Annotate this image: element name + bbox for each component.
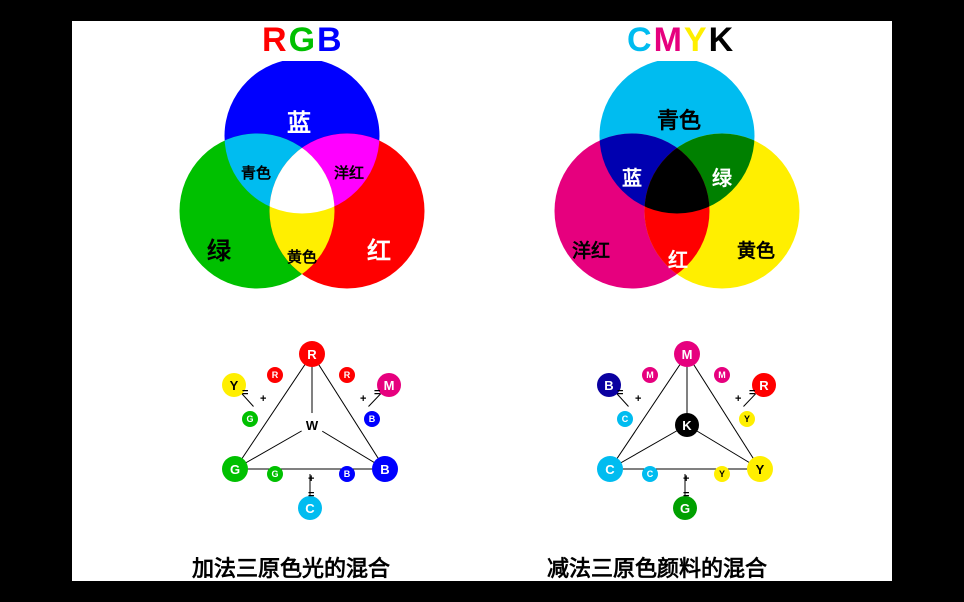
plus-symbol: +: [360, 393, 366, 405]
venn-label-tr: 洋红: [334, 162, 364, 183]
equals-symbol: =: [242, 387, 248, 399]
venn-label-tl: 蓝: [622, 162, 642, 191]
title-letter: R: [262, 21, 289, 60]
infographic-canvas: RGB CMYK 蓝绿红青色洋红黄色 青色洋红黄色蓝绿红 RRGBGBWRGBY…: [72, 21, 892, 581]
node-m: M: [714, 367, 730, 383]
cmyk-venn: 青色洋红 黄色 蓝 绿红: [542, 61, 822, 321]
node-y: Y: [739, 411, 755, 427]
node-c: C: [597, 456, 623, 482]
plus-symbol: +: [683, 473, 689, 485]
venn-label-bottom: 黄色: [287, 246, 317, 267]
node-w: W: [300, 413, 324, 437]
venn-label-tr: 绿: [712, 162, 732, 191]
node-r: R: [299, 341, 325, 367]
node-r: R: [339, 367, 355, 383]
title-letter: G: [289, 21, 317, 60]
venn-svg: [167, 61, 447, 321]
equals-symbol: =: [308, 489, 314, 501]
cmyk-triangle: MMCYCYKMCYBRG+++===: [587, 341, 787, 526]
plus-symbol: +: [635, 393, 641, 405]
node-y: Y: [747, 456, 773, 482]
equals-symbol: =: [749, 387, 755, 399]
node-m: M: [642, 367, 658, 383]
node-b: B: [339, 466, 355, 482]
rgb-title: RGB: [262, 21, 344, 60]
venn-label-right: 黄色: [737, 236, 775, 263]
node-b: B: [372, 456, 398, 482]
equals-symbol: =: [617, 387, 623, 399]
node-g: G: [222, 456, 248, 482]
node-b: B: [364, 411, 380, 427]
plus-symbol: +: [308, 473, 314, 485]
rgb-venn: 蓝绿 红 青色 洋红黄色: [167, 61, 447, 321]
venn-label-left: 绿: [207, 231, 231, 266]
venn-label-left: 洋红: [572, 236, 610, 263]
cmyk-caption: 减法三原色颜料的混合: [547, 551, 767, 583]
equals-symbol: =: [683, 489, 689, 501]
title-letter: M: [654, 21, 684, 60]
title-letter: Y: [684, 21, 709, 60]
node-y: Y: [714, 466, 730, 482]
rgb-triangle: RRGBGBWRGBYMC+++===: [212, 341, 412, 526]
node-r: R: [752, 373, 776, 397]
venn-label-bottom: 红: [668, 244, 688, 273]
title-letter: C: [627, 21, 654, 60]
node-c: C: [642, 466, 658, 482]
venn-label-top: 青色: [657, 103, 701, 135]
equals-symbol: =: [374, 387, 380, 399]
venn-svg: [542, 61, 822, 321]
title-letter: B: [317, 21, 344, 60]
node-r: R: [267, 367, 283, 383]
plus-symbol: +: [260, 393, 266, 405]
venn-label-top: 蓝: [287, 103, 311, 138]
node-k: K: [675, 413, 699, 437]
title-letter: K: [709, 21, 736, 60]
plus-symbol: +: [735, 393, 741, 405]
venn-label-tl: 青色: [241, 162, 271, 183]
node-c: C: [617, 411, 633, 427]
node-g: G: [242, 411, 258, 427]
cmyk-title: CMYK: [627, 21, 735, 60]
venn-label-right: 红: [367, 231, 391, 266]
rgb-caption: 加法三原色光的混合: [192, 551, 390, 583]
node-g: G: [267, 466, 283, 482]
node-m: M: [674, 341, 700, 367]
node-m: M: [377, 373, 401, 397]
